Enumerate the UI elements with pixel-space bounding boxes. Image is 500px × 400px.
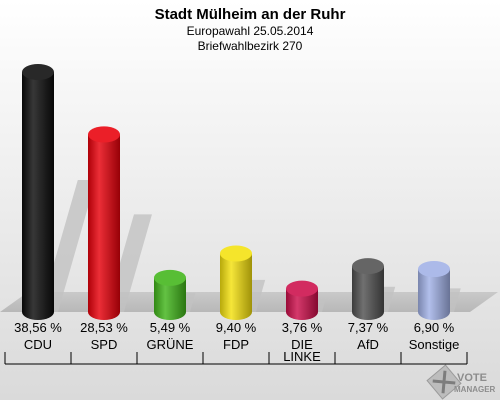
bar-grüne <box>154 269 186 320</box>
value-label-6: 6,90 % <box>414 320 455 335</box>
value-label-1: 28,53 % <box>80 320 128 335</box>
value-label-2: 5,49 % <box>150 320 191 335</box>
bar-fdp <box>220 245 252 320</box>
logo-line-1: VOTE <box>457 372 487 384</box>
value-label-3: 9,40 % <box>216 320 257 335</box>
value-label-0: 38,56 % <box>14 320 62 335</box>
category-label-0: CDU <box>24 337 52 352</box>
category-label-3: FDP <box>223 337 249 352</box>
bar-cdu <box>22 64 54 320</box>
category-label-4: DIE LINKE <box>283 337 321 364</box>
category-label-2: GRÜNE <box>147 337 194 352</box>
value-labels: 38,56 % 28,53 % 5,49 % 9,40 % 3,76 % 7,37 % 6,… <box>14 320 455 335</box>
value-label-4: 3,76 % <box>282 320 323 335</box>
bar-afd <box>352 258 384 320</box>
bars <box>22 64 450 320</box>
category-labels: CDU SPD GRÜNE FDP DIE LINKE AfD Sonstige <box>24 337 459 364</box>
chart-subtitle-2: Briefwahlbezirk 270 <box>198 39 303 53</box>
vote-manager-logo: VOTE MANAGER <box>426 364 496 400</box>
value-label-5: 7,37 % <box>348 320 389 335</box>
category-label-1: SPD <box>91 337 118 352</box>
category-label-6: Sonstige <box>409 337 460 352</box>
chart-title: Stadt Mülheim an der Ruhr <box>155 6 346 23</box>
ballot-x-icon <box>426 364 462 400</box>
bar-sonstige <box>418 261 450 320</box>
category-axis <box>4 352 468 365</box>
category-label-5: AfD <box>357 337 379 352</box>
chart-subtitle: Europawahl 25.05.2014 <box>187 24 314 38</box>
logo-line-2: MANAGER <box>454 385 496 394</box>
bar-spd <box>88 126 120 320</box>
bar-die-linke <box>286 280 318 320</box>
